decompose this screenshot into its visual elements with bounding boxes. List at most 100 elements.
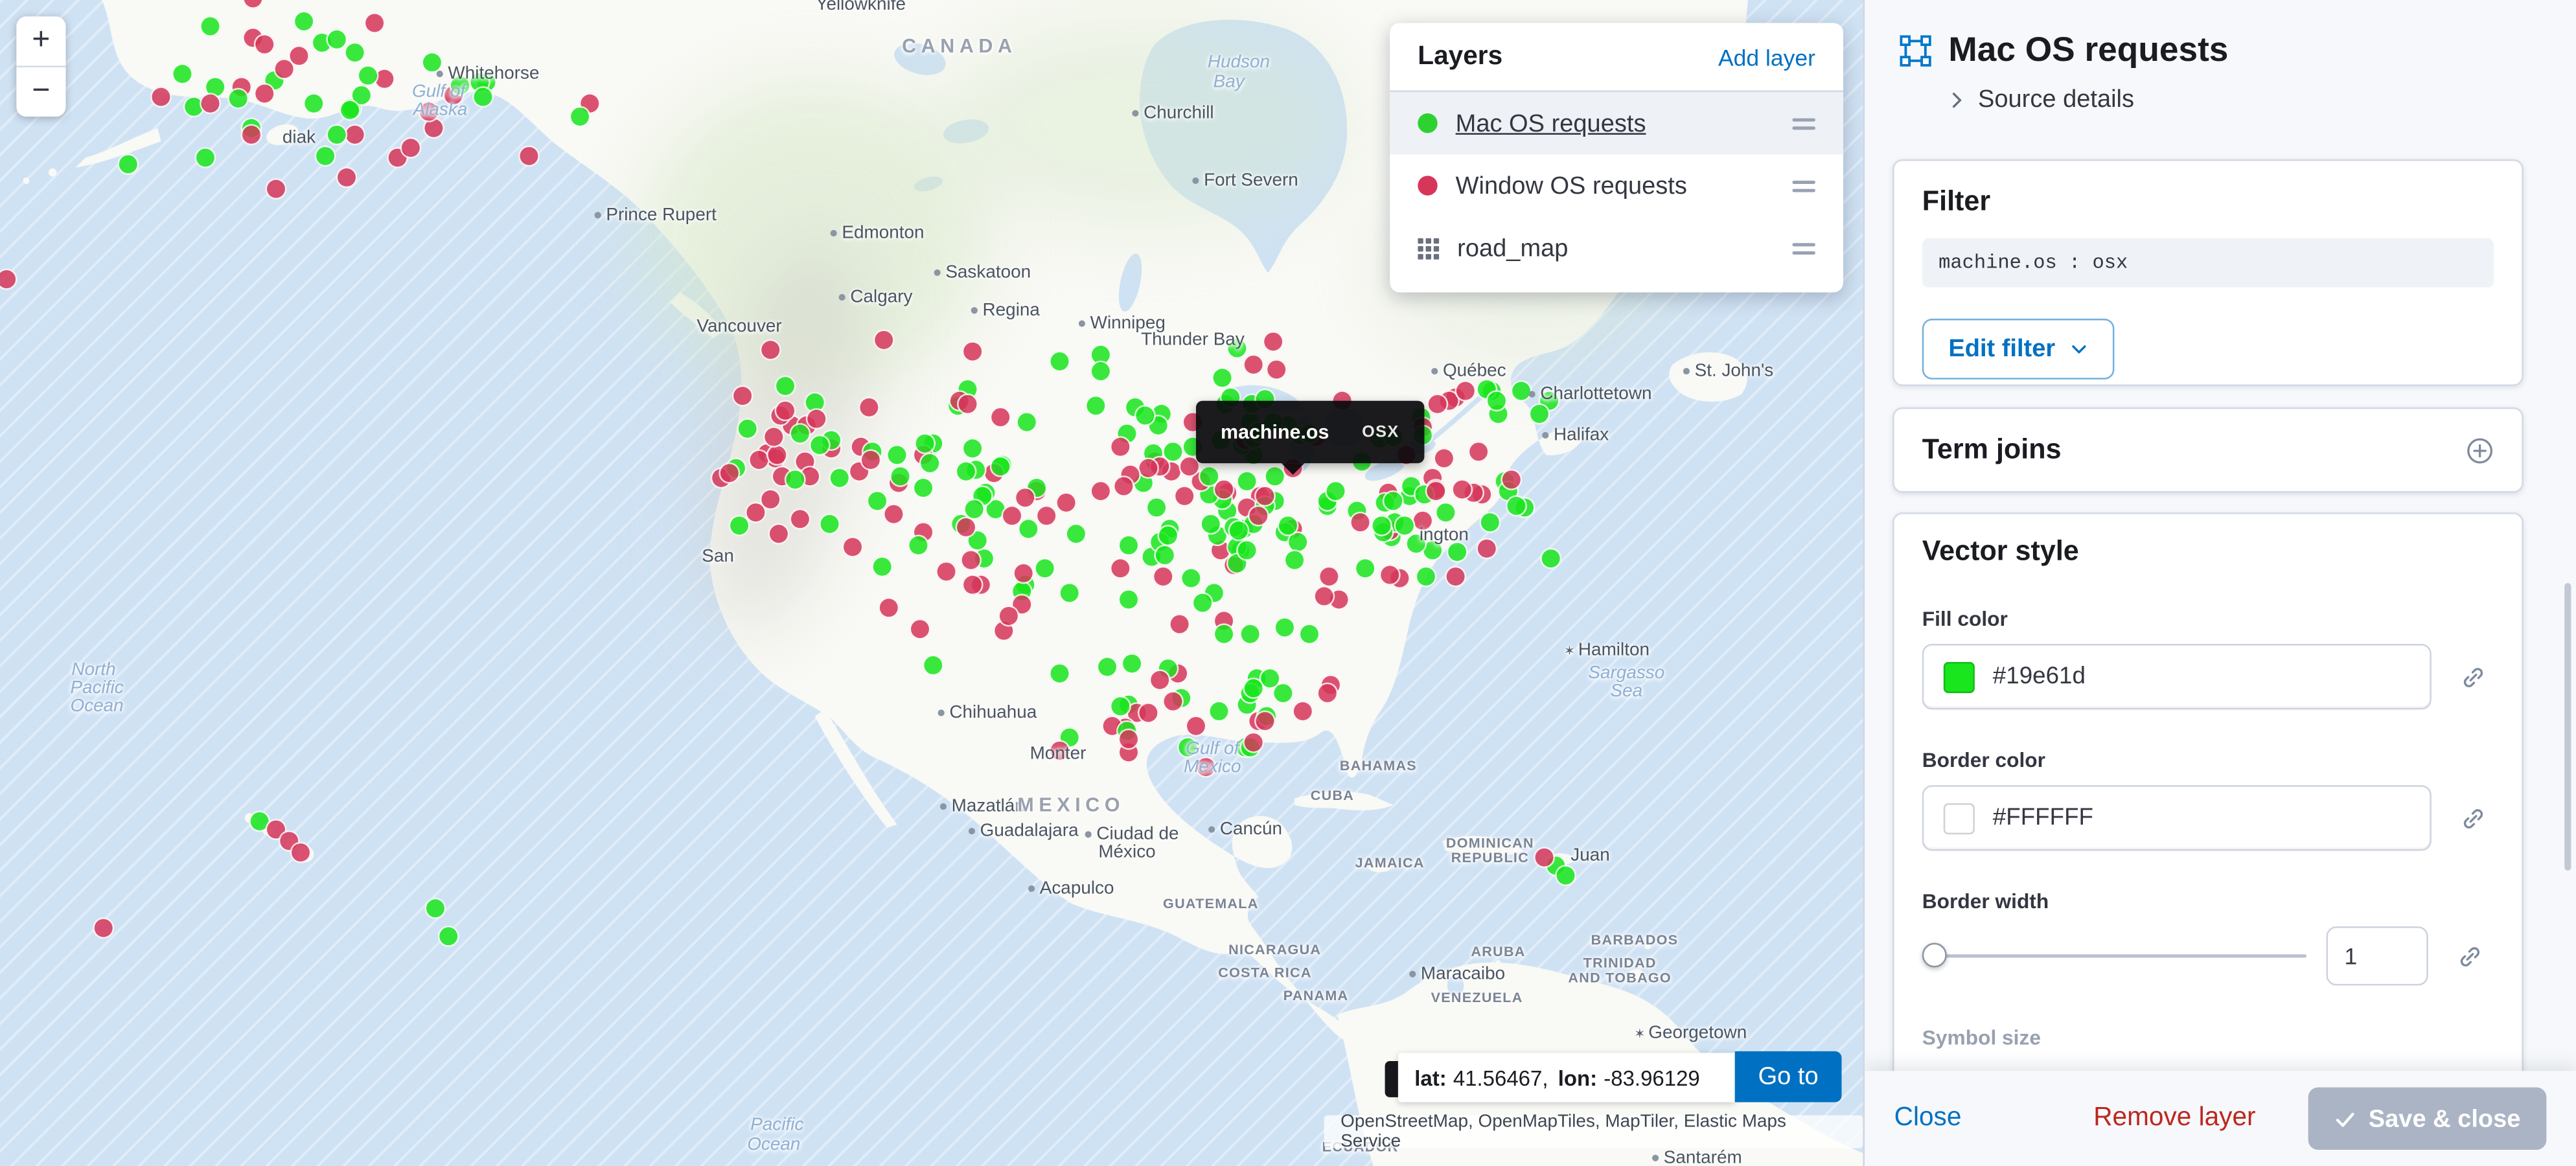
mac-os-point[interactable] (1110, 696, 1131, 718)
windows-os-point[interactable] (841, 535, 863, 557)
mac-os-point[interactable] (990, 455, 1012, 477)
mac-os-point[interactable] (1540, 548, 1562, 570)
mac-os-point[interactable] (1146, 496, 1168, 518)
windows-os-point[interactable] (760, 488, 782, 510)
windows-os-point[interactable] (960, 549, 982, 571)
windows-os-point[interactable] (1254, 485, 1276, 507)
windows-os-point[interactable] (858, 396, 880, 418)
windows-os-point[interactable] (1316, 683, 1338, 705)
mac-os-point[interactable] (1177, 735, 1199, 757)
mac-os-point[interactable] (1355, 557, 1377, 579)
windows-os-point[interactable] (1291, 700, 1313, 722)
link-style-icon[interactable] (2461, 806, 2485, 830)
windows-os-point[interactable] (288, 45, 310, 67)
mac-os-point[interactable] (303, 93, 325, 115)
mac-os-point[interactable] (784, 469, 806, 491)
save-and-close-button[interactable]: Save & close (2308, 1087, 2547, 1150)
mac-os-point[interactable] (809, 433, 831, 455)
windows-os-point[interactable] (150, 86, 172, 108)
windows-os-point[interactable] (1426, 393, 1448, 415)
windows-os-point[interactable] (877, 597, 899, 619)
border-width-slider[interactable] (1922, 926, 2310, 985)
windows-os-point[interactable] (1195, 756, 1217, 778)
mac-os-point[interactable] (568, 106, 590, 128)
mac-os-point[interactable] (437, 925, 459, 947)
mac-os-point[interactable] (1135, 406, 1156, 428)
windows-os-point[interactable] (253, 82, 275, 104)
mac-os-point[interactable] (1555, 865, 1577, 887)
mac-os-point[interactable] (1485, 390, 1507, 412)
mac-os-point[interactable] (906, 534, 928, 556)
mac-os-point[interactable] (1213, 623, 1235, 645)
mac-os-point[interactable] (1394, 515, 1416, 537)
mac-os-point[interactable] (1276, 515, 1298, 536)
layer-item-windows-os[interactable]: Window OS requests (1390, 154, 1843, 216)
windows-os-point[interactable] (336, 166, 358, 188)
fill-color-input[interactable]: #19e61d (1922, 643, 2432, 710)
windows-os-point[interactable] (1317, 566, 1339, 588)
windows-os-point[interactable] (768, 523, 790, 545)
windows-os-point[interactable] (242, 0, 264, 9)
windows-os-point[interactable] (1265, 358, 1287, 380)
map-canvas[interactable]: Yellowknife Whitehorse Churchill Fort Sever… (0, 0, 1863, 1166)
windows-os-point[interactable] (290, 841, 312, 863)
windows-os-point[interactable] (1534, 847, 1556, 869)
mac-os-point[interactable] (1192, 591, 1214, 613)
windows-os-point[interactable] (719, 462, 741, 484)
link-style-icon[interactable] (2457, 944, 2482, 968)
mac-os-point[interactable] (1162, 440, 1184, 463)
zoom-out-button[interactable]: − (16, 67, 66, 117)
mac-os-point[interactable] (1158, 525, 1180, 547)
mac-os-point[interactable] (1510, 380, 1532, 402)
add-layer-button[interactable]: Add layer (1718, 43, 1815, 70)
windows-os-point[interactable] (1112, 475, 1134, 497)
windows-os-point[interactable] (1137, 457, 1159, 479)
mac-os-point[interactable] (1478, 511, 1501, 533)
link-style-icon[interactable] (2461, 665, 2485, 689)
windows-os-point[interactable] (1089, 481, 1111, 503)
windows-os-point[interactable] (1148, 669, 1170, 691)
windows-os-point[interactable] (1254, 710, 1276, 732)
windows-os-point[interactable] (1242, 731, 1263, 753)
goto-button[interactable]: Go to (1734, 1051, 1842, 1103)
windows-os-point[interactable] (1138, 702, 1160, 724)
windows-os-point[interactable] (1162, 691, 1184, 713)
windows-os-point[interactable] (1117, 729, 1139, 751)
mac-os-point[interactable] (344, 41, 366, 63)
mac-os-point[interactable] (195, 146, 217, 168)
mac-os-point[interactable] (1212, 366, 1234, 388)
windows-os-point[interactable] (1049, 740, 1071, 762)
mac-os-point[interactable] (790, 422, 812, 444)
windows-os-point[interactable] (748, 448, 770, 470)
mac-os-point[interactable] (829, 466, 851, 488)
mac-os-point[interactable] (293, 10, 315, 32)
mac-os-point[interactable] (1121, 653, 1143, 675)
windows-os-point[interactable] (759, 339, 781, 361)
mac-os-point[interactable] (358, 65, 380, 87)
windows-os-point[interactable] (1425, 480, 1447, 502)
mac-os-point[interactable] (1017, 412, 1039, 433)
windows-os-point[interactable] (1035, 504, 1057, 526)
mac-os-point[interactable] (1180, 567, 1202, 589)
mac-os-point[interactable] (117, 154, 139, 176)
windows-os-point[interactable] (1313, 586, 1335, 608)
mac-os-point[interactable] (737, 418, 759, 440)
edit-filter-button[interactable]: Edit filter (1922, 318, 2115, 380)
mac-os-point[interactable] (1298, 624, 1320, 646)
close-button[interactable]: Close (1894, 1103, 1962, 1132)
mac-os-point[interactable] (1274, 616, 1296, 638)
windows-os-point[interactable] (418, 100, 440, 122)
windows-os-point[interactable] (1109, 558, 1131, 580)
mac-os-point[interactable] (1236, 470, 1258, 492)
mac-os-point[interactable] (1153, 543, 1175, 566)
windows-os-point[interactable] (763, 426, 785, 448)
mac-os-point[interactable] (1018, 518, 1040, 540)
windows-os-point[interactable] (1262, 330, 1284, 352)
windows-os-point[interactable] (264, 177, 286, 200)
mac-os-point[interactable] (1034, 557, 1056, 579)
windows-os-point[interactable] (731, 385, 753, 407)
drag-handle-icon[interactable] (1792, 117, 1815, 130)
windows-os-point[interactable] (1444, 565, 1466, 587)
windows-os-point[interactable] (1451, 479, 1473, 501)
windows-os-point[interactable] (882, 503, 904, 525)
